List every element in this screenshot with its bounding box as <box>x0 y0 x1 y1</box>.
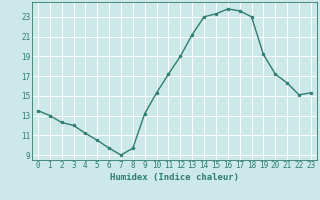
X-axis label: Humidex (Indice chaleur): Humidex (Indice chaleur) <box>110 173 239 182</box>
